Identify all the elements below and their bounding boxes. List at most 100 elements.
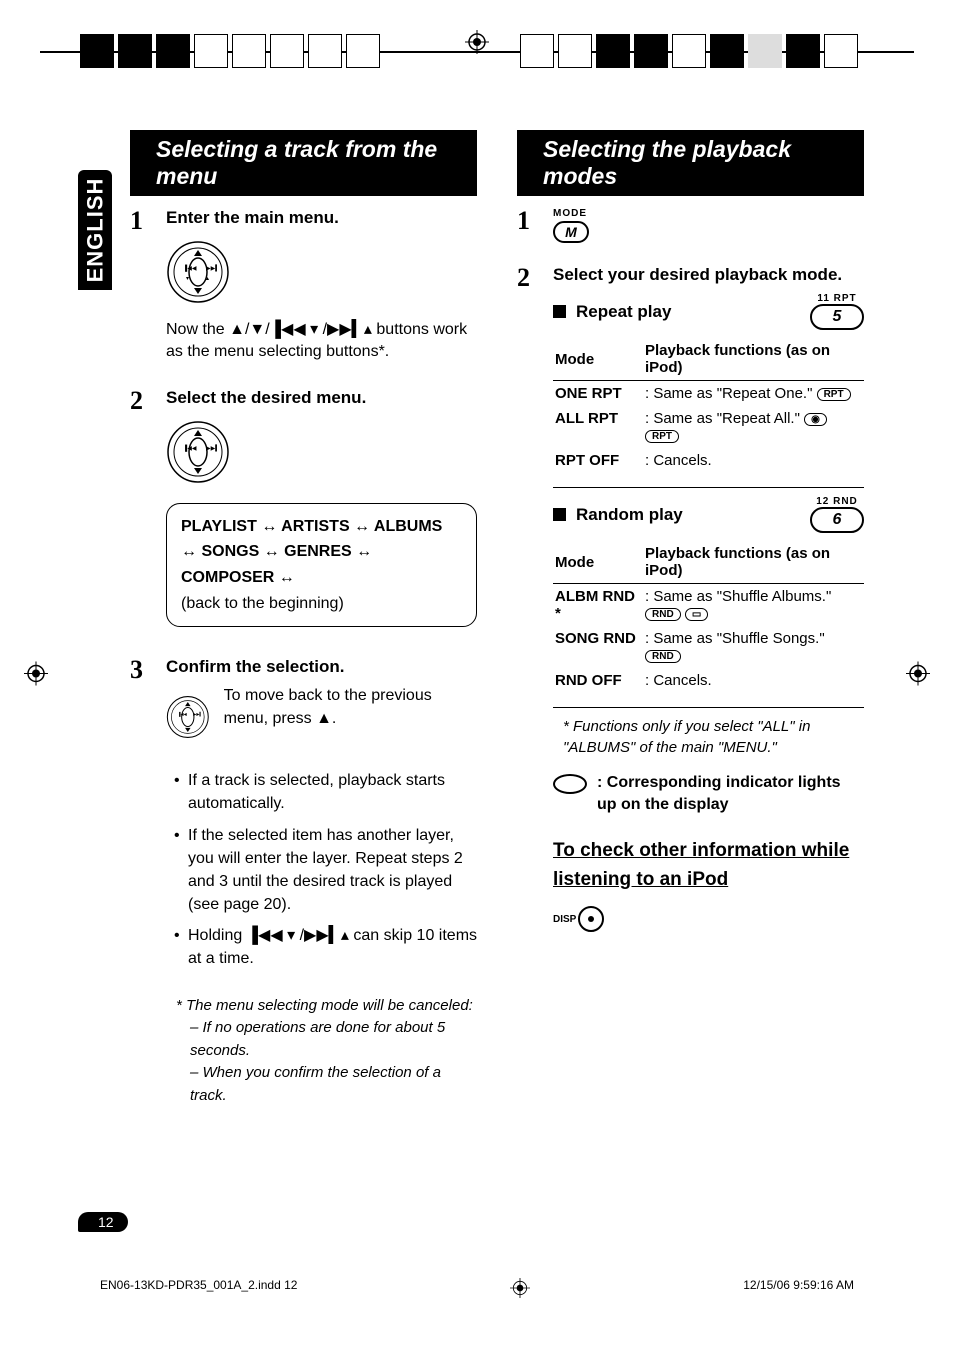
mode-cell: RND OFF — [553, 668, 643, 693]
mode-label: MODE — [553, 208, 587, 219]
step-title: Select the desired menu. — [166, 388, 477, 408]
page-number: 12 — [78, 1212, 128, 1232]
svg-text:▐◀◀: ▐◀◀ — [183, 264, 197, 272]
oval-indicator-icon — [553, 774, 587, 794]
crosshair-icon — [24, 662, 48, 691]
svg-text:▶▶▍: ▶▶▍ — [193, 712, 202, 717]
footnote-item: – When you confirm the selection of a tr… — [176, 1062, 477, 1107]
disc-badge-icon: ◉ — [804, 413, 827, 426]
crosshair-icon — [510, 1278, 530, 1298]
mode-cell: ALL RPT — [553, 406, 643, 448]
footer-left: EN06-13KD-PDR35_001A_2.indd 12 — [100, 1278, 297, 1298]
reg-square — [232, 34, 266, 68]
step-number: 1 — [517, 208, 539, 249]
random-table: Mode Playback functions (as on iPod) ALB… — [553, 541, 864, 708]
confirm-text: To move back to the previous menu, press… — [224, 685, 477, 730]
reg-square — [596, 34, 630, 68]
svg-text:▾: ▾ — [186, 276, 189, 282]
disp-label: DISP — [553, 914, 576, 925]
step-3: 3 Confirm the selection. ▐◀◀ ▶▶▍ To move… — [130, 657, 477, 1107]
func-cell: : Cancels. — [643, 668, 864, 693]
svg-text:▴: ▴ — [206, 276, 209, 282]
reg-square — [786, 34, 820, 68]
disp-button-icon — [578, 906, 604, 932]
disp-button-area: DISP — [553, 906, 864, 932]
mode-cell: SONG RND — [553, 626, 643, 668]
mode-button-area: MODE M — [553, 208, 864, 243]
rnd-badge-icon: RND — [645, 650, 681, 663]
right-column: Selecting the playback modes 1 MODE M 2 … — [517, 130, 864, 1123]
func-text: : Same as "Repeat One." — [645, 385, 812, 402]
svg-text:▐◀◀: ▐◀◀ — [178, 712, 188, 718]
reg-square — [558, 34, 592, 68]
footer: EN06-13KD-PDR35_001A_2.indd 12 12/15/06 … — [100, 1278, 854, 1298]
random-label: Random play — [576, 505, 683, 525]
func-cell: : Same as "Shuffle Songs." RND — [643, 626, 864, 668]
func-cell: : Same as "Shuffle Albums."RND ▭ — [643, 584, 864, 627]
table-header: Playback functions (as on iPod) — [643, 541, 864, 584]
step-2-right: 2 Select your desired playback mode. Rep… — [517, 265, 864, 932]
footer-right: 12/15/06 9:59:16 AM — [743, 1278, 854, 1298]
reg-square — [634, 34, 668, 68]
language-label: ENGLISH — [82, 178, 108, 283]
crosshair-icon — [906, 662, 930, 691]
step-number: 1 — [130, 208, 152, 372]
star-note: * Functions only if you select "ALL" in … — [553, 716, 864, 758]
bullet-item: If a track is selected, playback starts … — [174, 769, 477, 815]
step-1-right: 1 MODE M — [517, 208, 864, 249]
mode-cell: RPT OFF — [553, 448, 643, 473]
menu-tail: (back to the beginning) — [181, 591, 462, 617]
func-cell: : Cancels. — [643, 448, 864, 473]
language-tab: ENGLISH — [78, 170, 112, 290]
step-number: 2 — [517, 265, 539, 932]
random-header: Random play 12 RND 6 — [553, 496, 864, 533]
rpt-badge-icon: RPT — [645, 430, 679, 443]
step-number: 2 — [130, 388, 152, 641]
step-1: 1 Enter the main menu. ▐◀◀ ▶▶▍ ▾ ▴ Now t… — [130, 208, 477, 372]
check-info-title: To check other information while listeni… — [553, 837, 864, 894]
rpt-badge-icon: RPT — [817, 388, 851, 401]
display-top: 11 RPT — [817, 293, 856, 304]
repeat-header: Repeat play 11 RPT 5 — [553, 293, 864, 330]
func-text: : Same as "Repeat All." — [645, 410, 800, 427]
reg-square — [80, 34, 114, 68]
reg-square — [346, 34, 380, 68]
footnote: * The menu selecting mode will be cancel… — [166, 995, 477, 1108]
mode-cell: ALBM RND * — [553, 584, 643, 627]
footnote-item: – If no operations are done for about 5 … — [176, 1017, 477, 1062]
reg-square — [270, 34, 304, 68]
mode-text: ALBM RND — [555, 588, 635, 605]
menu-sequence-box: PLAYLIST ↔ ARTISTS ↔ ALBUMS ↔ SONGS ↔ GE… — [166, 503, 477, 627]
step-title: Select your desired playback mode. — [553, 265, 864, 285]
display-value: 6 — [810, 507, 864, 533]
section-title-left: Selecting a track from the menu — [130, 130, 477, 196]
left-column: Selecting a track from the menu 1 Enter … — [130, 130, 477, 1123]
dpad-icon: ▐◀◀ ▶▶▍ — [166, 420, 230, 484]
crosshair-icon — [465, 30, 489, 59]
svg-text:▶▶▍: ▶▶▍ — [206, 264, 220, 272]
footnote-lead: * The menu selecting mode will be cancel… — [176, 997, 473, 1014]
repeat-label: Repeat play — [576, 302, 671, 322]
repeat-table: Mode Playback functions (as on iPod) ONE… — [553, 338, 864, 488]
step-title: Confirm the selection. — [166, 657, 477, 677]
table-header: Mode — [553, 338, 643, 381]
asterisk: * — [555, 605, 561, 622]
reg-square — [824, 34, 858, 68]
func-text: : Same as "Shuffle Albums." — [645, 588, 831, 605]
step-number: 3 — [130, 657, 152, 1107]
display-value: 5 — [810, 304, 864, 330]
reg-square — [710, 34, 744, 68]
dpad-icon: ▐◀◀ ▶▶▍ ▾ ▴ — [166, 240, 230, 304]
func-cell: : Same as "Repeat All." ◉ RPT — [643, 406, 864, 448]
display-top: 12 RND — [816, 496, 858, 507]
square-bullet-icon — [553, 305, 566, 318]
svg-text:▐◀◀: ▐◀◀ — [183, 444, 197, 452]
func-text: : Same as "Shuffle Songs." — [645, 630, 825, 647]
reg-square — [748, 34, 782, 68]
table-header: Mode — [553, 541, 643, 584]
reg-square — [520, 34, 554, 68]
display-icon: 12 RND 6 — [810, 496, 864, 533]
svg-text:▶▶▍: ▶▶▍ — [206, 444, 220, 452]
bullet-item: Holding ▐◀◀ ▾ /▶▶▍▴ can skip 10 items at… — [174, 924, 477, 970]
reg-square — [194, 34, 228, 68]
